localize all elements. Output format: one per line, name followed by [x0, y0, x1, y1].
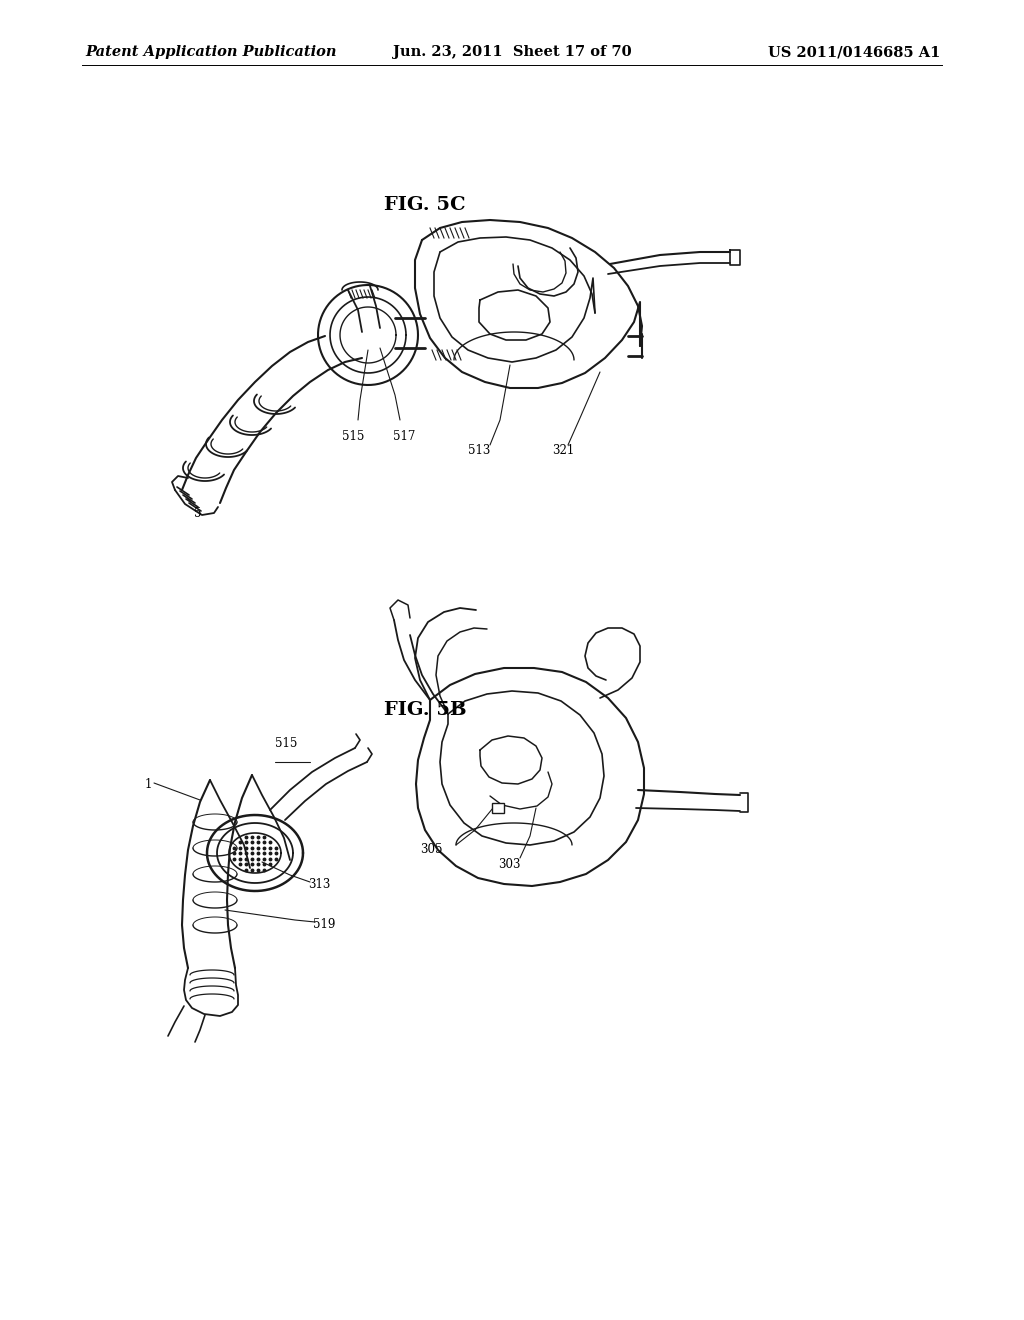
Text: 321: 321 [552, 444, 574, 457]
Text: 313: 313 [308, 878, 331, 891]
Text: 519: 519 [313, 917, 336, 931]
Text: FIG. 5C: FIG. 5C [384, 195, 466, 214]
Text: 5: 5 [194, 507, 202, 520]
Text: US 2011/0146685 A1: US 2011/0146685 A1 [768, 45, 940, 59]
Text: 1: 1 [145, 777, 153, 791]
Text: 303: 303 [498, 858, 520, 871]
Text: 515: 515 [275, 737, 297, 750]
Text: 517: 517 [393, 430, 416, 444]
Text: 515: 515 [342, 430, 365, 444]
Text: FIG. 5B: FIG. 5B [384, 701, 466, 719]
Text: Jun. 23, 2011  Sheet 17 of 70: Jun. 23, 2011 Sheet 17 of 70 [392, 45, 632, 59]
Text: 305: 305 [420, 843, 442, 855]
Bar [492, 803, 504, 813]
Text: 513: 513 [468, 444, 490, 457]
Text: Patent Application Publication: Patent Application Publication [85, 45, 337, 59]
